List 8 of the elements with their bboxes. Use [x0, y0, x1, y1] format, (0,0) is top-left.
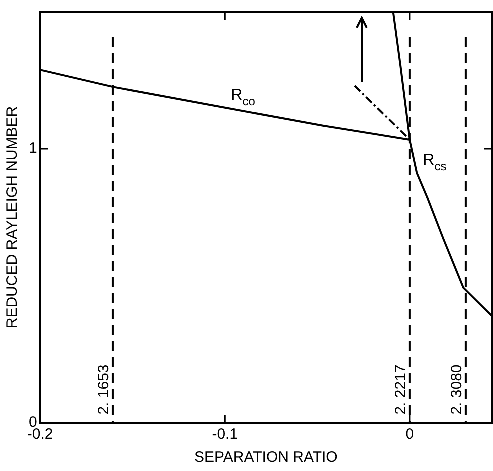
y-tick-label: 1: [29, 140, 38, 158]
x-tick-label: 0: [406, 426, 414, 444]
annotation: 2. 1653: [96, 364, 113, 415]
annotation: 2. 3080: [448, 364, 466, 415]
y-axis-title: REDUCED RAYLEIGH NUMBER: [4, 106, 22, 329]
x-axis-title: SEPARATION RATIO: [194, 449, 338, 466]
annotation: 2. 2217: [392, 364, 410, 415]
x-tick-label: -0.1: [212, 426, 238, 444]
